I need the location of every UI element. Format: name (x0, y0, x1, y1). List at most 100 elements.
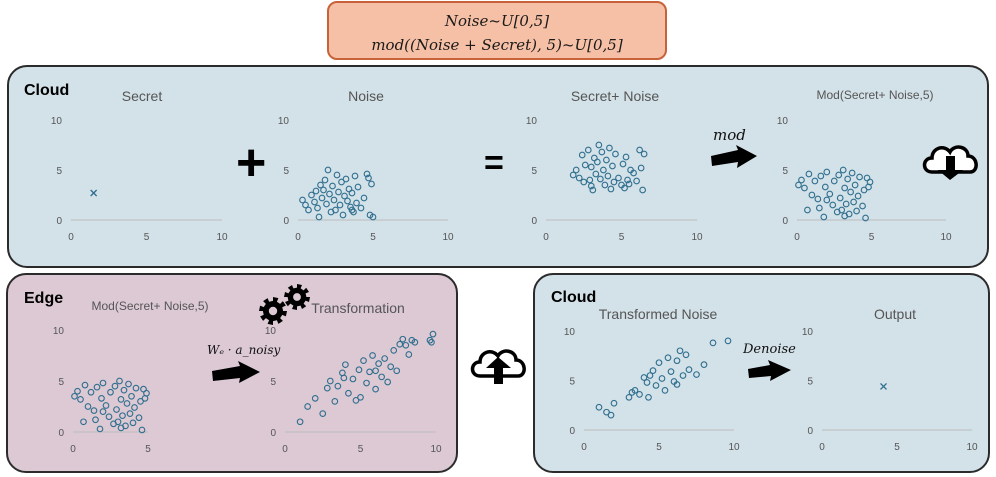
x-tick-label: 5 (145, 444, 151, 455)
y-tick-label: 5 (531, 166, 537, 177)
data-point (600, 166, 607, 174)
data-point (90, 407, 98, 414)
data-point (664, 354, 672, 362)
data-point (880, 382, 887, 390)
transform-arrow-label: Wₑ · a_noisy (207, 343, 281, 357)
data-point (363, 170, 371, 178)
x-tick-label: 0 (68, 232, 74, 243)
data-point (352, 397, 360, 404)
data-point (132, 384, 140, 392)
data-point (329, 182, 336, 190)
data-point (798, 176, 805, 184)
data-point (107, 388, 114, 396)
data-point (826, 190, 834, 198)
data-point (658, 375, 666, 382)
data-point (126, 410, 134, 417)
y-tick-label: 0 (56, 216, 62, 227)
scatter-chart-2: 0 5 10 0 5 10 (526, 116, 703, 243)
data-point (604, 172, 612, 180)
data-point (317, 181, 324, 189)
x-tick-label: 5 (869, 232, 875, 243)
data-point (355, 366, 363, 374)
gears-icon (259, 284, 310, 325)
data-point (342, 361, 349, 369)
data-point (402, 341, 410, 349)
data-point (348, 189, 356, 197)
data-point (676, 347, 684, 355)
x-tick-label: 10 (442, 232, 454, 243)
x-tick-label: 10 (728, 442, 740, 453)
data-point (625, 393, 633, 401)
data-point (709, 339, 717, 347)
x-tick-label: 0 (295, 232, 301, 243)
x-tick-label: 0 (282, 444, 288, 455)
data-point (111, 382, 119, 390)
data-point (724, 337, 732, 345)
data-point (815, 204, 823, 212)
data-point (817, 172, 825, 180)
data-point (390, 347, 398, 354)
equals-operator: = (484, 144, 504, 182)
data-point (645, 393, 652, 401)
data-point (81, 381, 89, 389)
data-point (92, 416, 99, 424)
cloud-top-label: Cloud (24, 82, 70, 99)
cloud-download-icon (922, 145, 978, 180)
data-point (138, 426, 146, 434)
y-tick-label: 0 (58, 428, 64, 439)
formula-box: Noise~U[0,5] mod((Noise + Secret), 5)~U[… (327, 1, 667, 60)
data-point (835, 171, 843, 179)
data-point (117, 396, 125, 403)
y-tick-label: 5 (56, 166, 62, 177)
data-point (640, 150, 648, 158)
data-point (74, 387, 81, 395)
data-point (113, 406, 120, 413)
data-point (314, 204, 321, 212)
data-point (99, 408, 107, 415)
data-point (123, 400, 131, 407)
data-point (589, 186, 597, 194)
edge-label: Edge (24, 290, 64, 307)
data-point (801, 184, 808, 192)
data-point (847, 188, 854, 196)
data-point (830, 177, 838, 185)
data-point (580, 178, 588, 186)
data-point (330, 196, 338, 204)
data-point (333, 171, 341, 179)
data-point (351, 172, 359, 180)
y-tick-label: 10 (265, 326, 277, 337)
x-tick-label: 10 (430, 444, 442, 455)
data-point (372, 385, 379, 393)
data-point (609, 162, 616, 170)
data-point (323, 384, 331, 392)
data-point (93, 383, 101, 391)
data-point (682, 351, 690, 359)
data-point (646, 372, 654, 379)
data-point (320, 186, 327, 194)
data-point (848, 169, 856, 177)
data-point (384, 378, 392, 386)
cloud-bottom-label: Cloud (551, 289, 597, 306)
data-point (305, 206, 312, 214)
y-tick-label: 5 (270, 377, 276, 388)
data-point (643, 379, 651, 386)
data-point (357, 204, 365, 212)
y-tick-label: 10 (278, 116, 290, 127)
chart-title-transformed-noise: Transformed Noise (598, 306, 718, 322)
formula-line-2: mod((Noise + Secret), 5)~U[0,5] (371, 36, 623, 54)
chart-title-mod: Mod(Secret+ Noise,5) (816, 88, 934, 102)
scatter-chart-4: 0 5 0 5 10 (53, 326, 151, 455)
x-tick-label: 0 (543, 232, 549, 243)
data-point (378, 373, 385, 381)
data-point (324, 166, 332, 174)
data-point (808, 191, 816, 199)
data-point (353, 199, 360, 207)
data-point (586, 176, 594, 184)
data-point (836, 194, 844, 202)
data-point (630, 169, 637, 177)
data-point (304, 403, 312, 410)
data-point (299, 196, 306, 204)
data-point (345, 389, 352, 397)
data-point (814, 195, 822, 203)
